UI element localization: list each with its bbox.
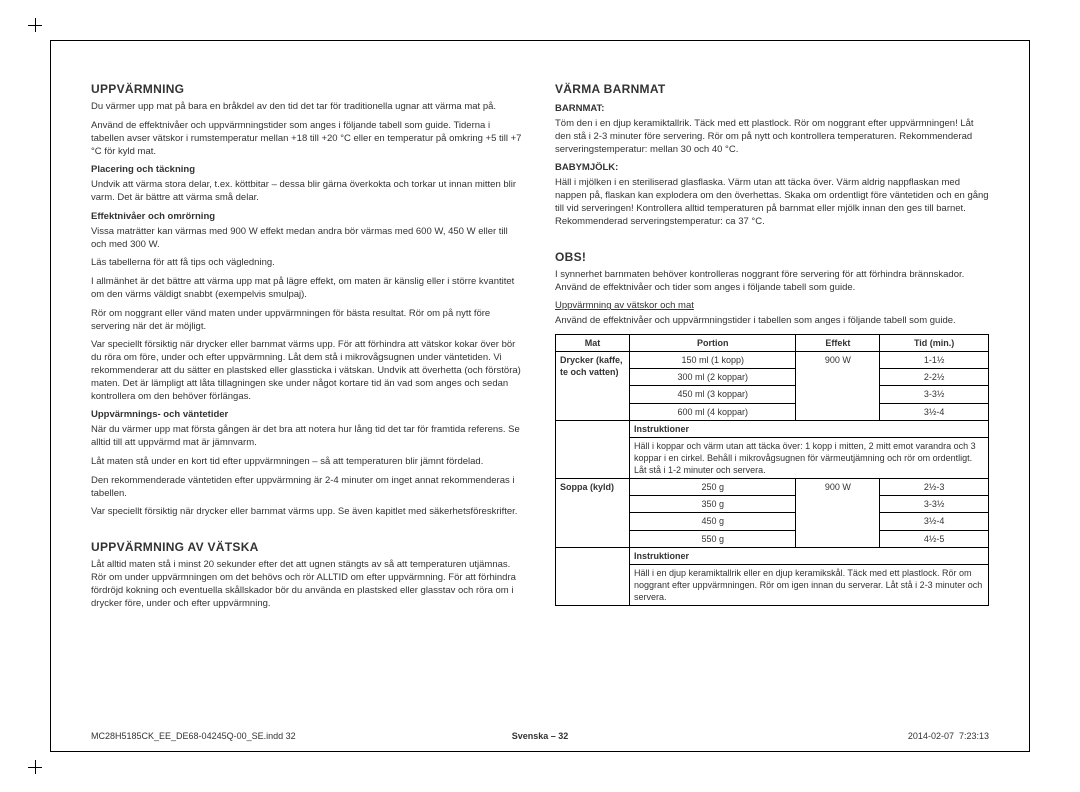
cell-portion: 150 ml (1 kopp)	[630, 352, 796, 369]
page-footer: MC28H5185CK_EE_DE68-04245Q-00_SE.indd 32…	[91, 731, 989, 741]
th-mat: Mat	[556, 334, 630, 351]
para: Vissa maträtter kan värmas med 900 W eff…	[91, 226, 525, 252]
th-portion: Portion	[630, 334, 796, 351]
para: Var speciellt försiktig när drycker elle…	[91, 506, 525, 519]
cell-blank	[556, 547, 630, 606]
para: Låt alltid maten stå i minst 20 sekunder…	[91, 559, 525, 610]
cell-portion: 300 ml (2 koppar)	[630, 369, 796, 386]
subhead-babymjolk: BABYMJÖLK:	[555, 162, 989, 175]
subhead-placering: Placering och täckning	[91, 164, 525, 177]
cell-portion: 450 ml (3 koppar)	[630, 386, 796, 403]
table-header-row: Mat Portion Effekt Tid (min.)	[556, 334, 989, 351]
para: Du värmer upp mat på bara en bråkdel av …	[91, 101, 525, 114]
para: Rör om noggrant eller vänd maten under u…	[91, 308, 525, 334]
cell-instr-title: Instruktioner	[630, 547, 989, 564]
footer-page-label: Svenska – 32	[91, 731, 989, 741]
subhead-effektnivaer: Effektnivåer och omrörning	[91, 211, 525, 224]
cell-power: 900 W	[796, 352, 880, 421]
table-row-instr-title: Instruktioner	[556, 420, 989, 437]
right-column: VÄRMA BARNMAT BARNMAT: Töm den i en djup…	[555, 81, 989, 703]
cell-portion: 250 g	[630, 479, 796, 496]
subhead-vantetider: Uppvärmnings- och väntetider	[91, 409, 525, 422]
para: När du värmer upp mat första gången är d…	[91, 424, 525, 450]
para: Den rekommenderade väntetiden efter uppv…	[91, 475, 525, 501]
cell-portion: 450 g	[630, 513, 796, 530]
cell-instr-title: Instruktioner	[630, 420, 989, 437]
cell-time: 2-2½	[880, 369, 989, 386]
cell-food: Soppa (kyld)	[556, 479, 630, 548]
subhead-barnmat: BARNMAT:	[555, 103, 989, 116]
para: Använd de effektnivåer och uppvärmningst…	[555, 315, 989, 328]
table-body: Drycker (kaffe, te och vatten)150 ml (1 …	[556, 352, 989, 606]
cell-instr: Häll i koppar och värm utan att täcka öv…	[630, 437, 989, 478]
cell-time: 2½-3	[880, 479, 989, 496]
table-row: Drycker (kaffe, te och vatten)150 ml (1 …	[556, 352, 989, 369]
para: Låt maten stå under en kort tid efter up…	[91, 456, 525, 469]
cell-time: 1-1½	[880, 352, 989, 369]
table-row: Soppa (kyld)250 g900 W2½-3	[556, 479, 989, 496]
heading-varma-barnmat: VÄRMA BARNMAT	[555, 81, 989, 97]
heading-obs: OBS!	[555, 249, 989, 265]
cell-time: 4½-5	[880, 530, 989, 547]
two-column-layout: UPPVÄRMNING Du värmer upp mat på bara en…	[91, 81, 989, 703]
cell-time: 3-3½	[880, 496, 989, 513]
cell-portion: 600 ml (4 koppar)	[630, 403, 796, 420]
para: Undvik att värma stora delar, t.ex. kött…	[91, 179, 525, 205]
table-head: Mat Portion Effekt Tid (min.)	[556, 334, 989, 351]
heading-uppvarmning-vatska: UPPVÄRMNING AV VÄTSKA	[91, 539, 525, 555]
cell-portion: 550 g	[630, 530, 796, 547]
para: Läs tabellerna för att få tips och vägle…	[91, 257, 525, 270]
left-column: UPPVÄRMNING Du värmer upp mat på bara en…	[91, 81, 525, 703]
para: I synnerhet barnmaten behöver kontroller…	[555, 269, 989, 295]
cropmark-bottom-left	[28, 760, 42, 774]
underline-uppvarmning-vatskor-mat: Uppvärmning av vätskor och mat	[555, 300, 989, 313]
cell-power: 900 W	[796, 479, 880, 548]
para: I allmänhet är det bättre att värma upp …	[91, 276, 525, 302]
cell-food: Drycker (kaffe, te och vatten)	[556, 352, 630, 421]
cell-blank	[556, 420, 630, 479]
cell-instr: Häll i en djup keramiktallrik eller en d…	[630, 564, 989, 605]
para: Använd de effektnivåer och uppvärmningst…	[91, 120, 525, 158]
th-effekt: Effekt	[796, 334, 880, 351]
heating-table: Mat Portion Effekt Tid (min.) Drycker (k…	[555, 334, 989, 606]
cell-portion: 350 g	[630, 496, 796, 513]
cell-time: 3½-4	[880, 513, 989, 530]
cropmark-top-left	[28, 18, 42, 32]
th-tid: Tid (min.)	[880, 334, 989, 351]
cell-time: 3-3½	[880, 386, 989, 403]
heading-uppvarmning: UPPVÄRMNING	[91, 81, 525, 97]
para: Häll i mjölken i en steriliserad glasfla…	[555, 177, 989, 228]
cell-time: 3½-4	[880, 403, 989, 420]
para: Var speciellt försiktig när drycker elle…	[91, 339, 525, 403]
table-row-instr-title: Instruktioner	[556, 547, 989, 564]
page-frame: UPPVÄRMNING Du värmer upp mat på bara en…	[50, 40, 1030, 752]
para: Töm den i en djup keramiktallrik. Täck m…	[555, 118, 989, 156]
